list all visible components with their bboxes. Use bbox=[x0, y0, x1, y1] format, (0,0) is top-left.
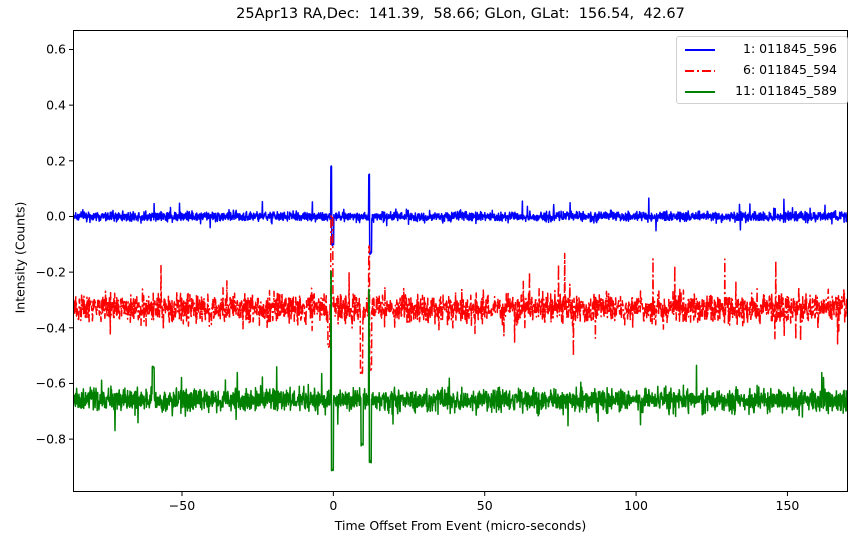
series-line bbox=[73, 270, 848, 472]
chart-title: 25Apr13 RA,Dec: 141.39, 58.66; GLon, GLa… bbox=[236, 6, 685, 22]
x-tick-label: −50 bbox=[168, 498, 196, 513]
y-tick-label: −0.2 bbox=[35, 264, 66, 280]
solid-line-icon bbox=[685, 49, 715, 51]
x-tick-label: 100 bbox=[624, 498, 649, 513]
y-tick-label: 0.0 bbox=[46, 208, 66, 224]
y-tick-label: −0.6 bbox=[35, 375, 66, 391]
legend-label: 11: 011845_589 bbox=[735, 83, 837, 98]
y-tick-label: −0.4 bbox=[35, 320, 66, 336]
axes-frame bbox=[73, 30, 848, 492]
legend-item-series-1: 1: 011845_596 bbox=[677, 40, 847, 60]
y-tick-label: 0.2 bbox=[46, 153, 66, 169]
y-axis-ticks bbox=[69, 48, 73, 440]
y-tick-label: 0.6 bbox=[46, 41, 66, 57]
x-axis-label: Time Offset From Event (micro-seconds) bbox=[334, 518, 587, 533]
x-tick-label: 0 bbox=[329, 498, 338, 513]
solid-line-icon bbox=[685, 91, 715, 93]
x-axis-ticks bbox=[181, 492, 788, 496]
legend: 1: 011845_596 6: 011845_594 11: 011845_5… bbox=[676, 36, 848, 104]
dashdot-line-icon bbox=[685, 70, 715, 72]
y-tick-label: 0.4 bbox=[46, 97, 66, 113]
data-traces bbox=[73, 165, 848, 472]
series-line bbox=[73, 214, 848, 375]
y-axis-label: Intensity (Counts) bbox=[12, 201, 28, 314]
legend-item-series-6: 6: 011845_594 bbox=[677, 61, 847, 81]
series-line bbox=[73, 165, 848, 255]
y-tick-label: −0.8 bbox=[35, 431, 66, 447]
legend-label: 1: 011845_596 bbox=[739, 41, 837, 56]
x-tick-label: 50 bbox=[476, 498, 493, 513]
legend-item-series-11: 11: 011845_589 bbox=[677, 82, 847, 102]
legend-label: 6: 011845_594 bbox=[739, 62, 837, 77]
x-tick-label: 150 bbox=[775, 498, 800, 513]
